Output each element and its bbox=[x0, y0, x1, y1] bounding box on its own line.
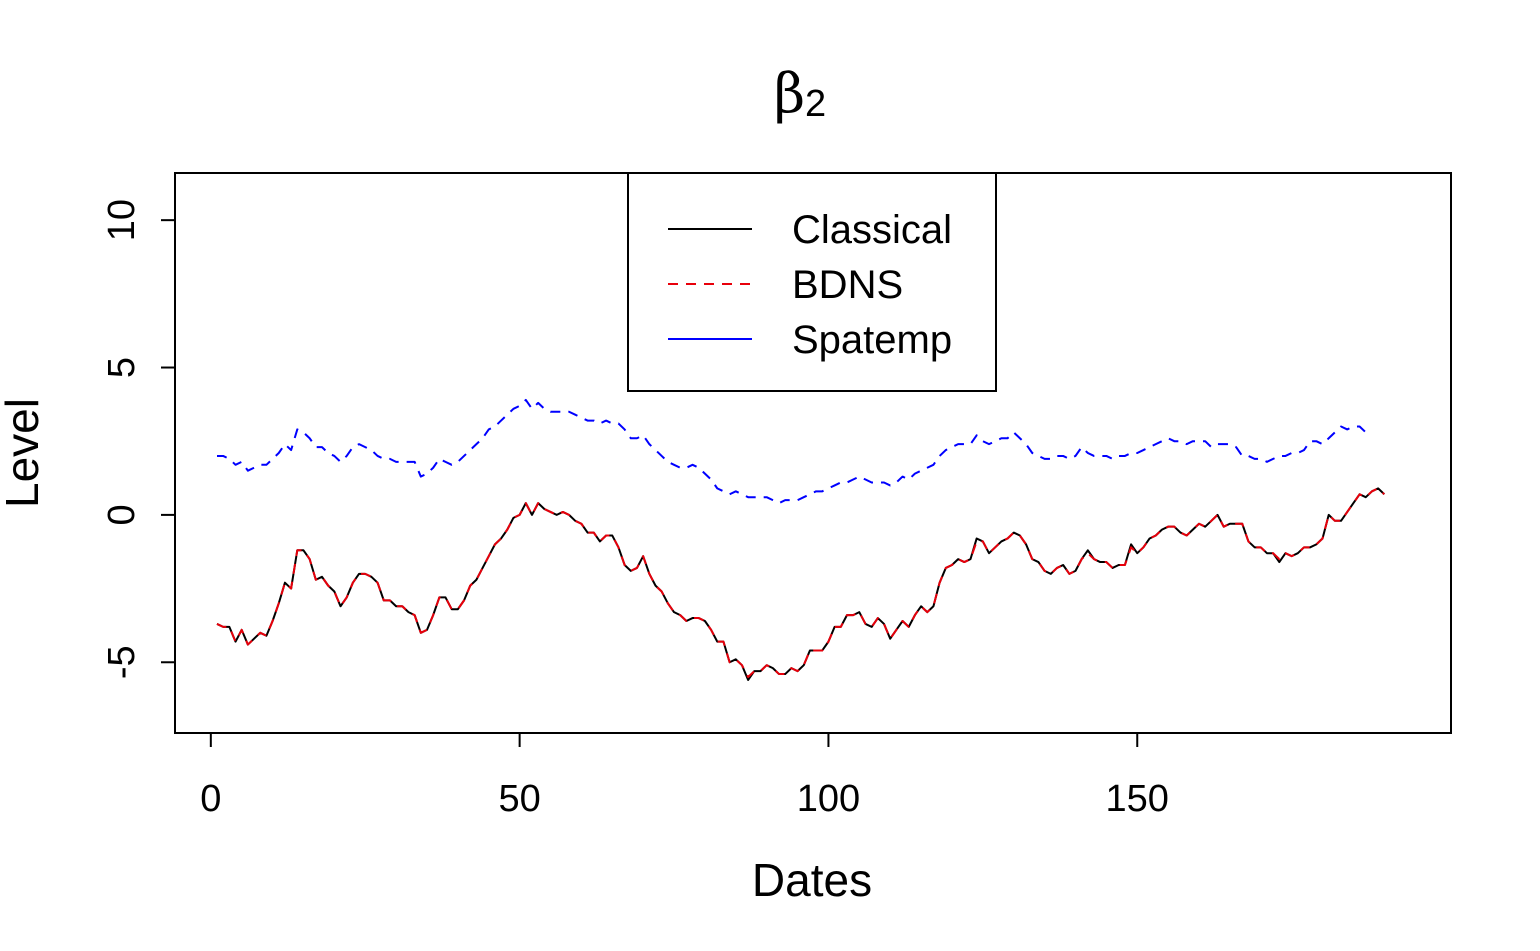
series-line-bdns bbox=[216, 487, 1385, 678]
series-layer bbox=[216, 398, 1385, 681]
chart-title: β2 bbox=[774, 62, 826, 125]
legend-label-bdns: BDNS bbox=[792, 263, 903, 307]
legend-label-classical: Classical bbox=[792, 208, 952, 252]
y-tick-label: 10 bbox=[101, 199, 143, 241]
y-tick-label: 5 bbox=[101, 357, 143, 378]
legend-box bbox=[627, 172, 997, 392]
y-axis-label: Level bbox=[0, 398, 48, 508]
legend: Classical BDNS Spatemp bbox=[627, 172, 997, 392]
series-line-spatemp bbox=[217, 398, 1367, 505]
y-tick-label: 0 bbox=[101, 504, 143, 525]
x-tick-label: 100 bbox=[797, 778, 860, 820]
x-tick-label: 50 bbox=[498, 778, 540, 820]
y-tick-label: -5 bbox=[101, 645, 143, 679]
y-axis: -5 0 5 10 bbox=[101, 199, 176, 679]
legend-label-spatemp: Spatemp bbox=[792, 318, 952, 362]
x-tick-label: 0 bbox=[200, 778, 221, 820]
x-axis: 0 50 100 150 bbox=[200, 732, 1169, 820]
series-line-classical bbox=[216, 487, 1385, 681]
x-tick-label: 150 bbox=[1106, 778, 1169, 820]
x-axis-label: Dates bbox=[752, 854, 872, 906]
chart-title-subscript: 2 bbox=[805, 83, 826, 125]
chart-title-symbol: β bbox=[774, 62, 805, 125]
